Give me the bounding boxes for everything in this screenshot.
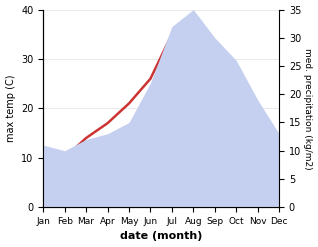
- X-axis label: date (month): date (month): [120, 231, 202, 242]
- Y-axis label: max temp (C): max temp (C): [5, 75, 16, 142]
- Y-axis label: med. precipitation (kg/m2): med. precipitation (kg/m2): [303, 48, 313, 169]
